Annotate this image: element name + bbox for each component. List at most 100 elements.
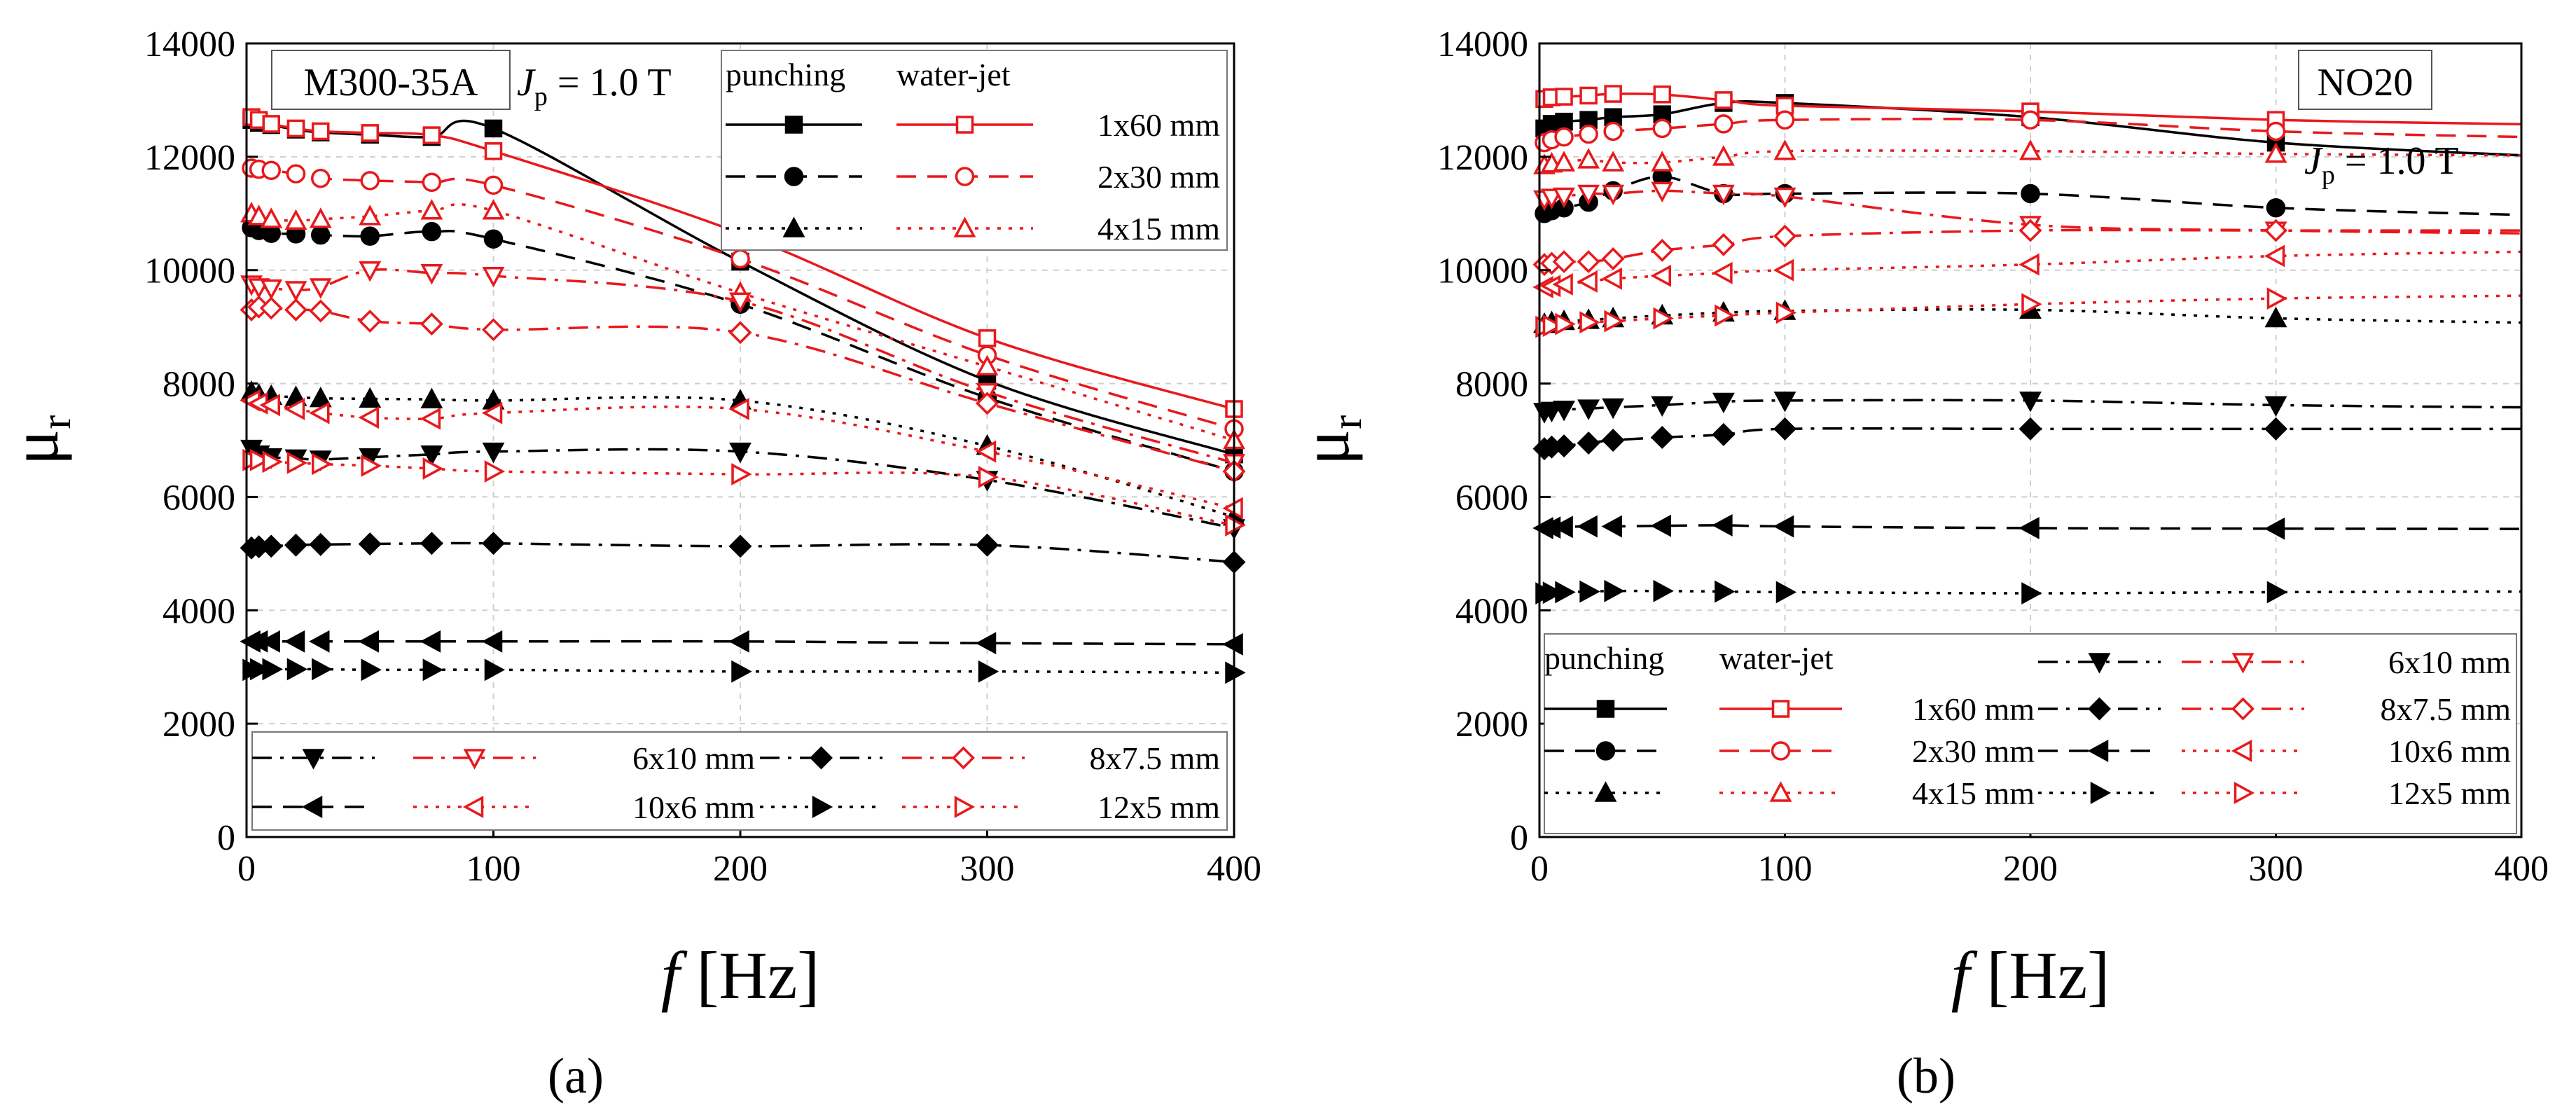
- data-point: [2264, 306, 2287, 328]
- y-tick-label: 6000: [1455, 478, 1528, 518]
- data-point: [309, 401, 330, 424]
- series-line: [251, 202, 1235, 442]
- jp-annotation: Jp = 1.0 T: [2304, 139, 2459, 190]
- legend-marker: [2088, 697, 2111, 721]
- data-point: [1542, 314, 1564, 337]
- data-point: [420, 199, 443, 220]
- data-point: [1577, 431, 1600, 455]
- data-point: [422, 126, 441, 144]
- data-point: [1651, 396, 1674, 417]
- data-point: [247, 205, 270, 226]
- y-axis-title: μr: [1288, 415, 1370, 465]
- legend-marker: [462, 796, 484, 818]
- legend-lower: 6x10 mm 8x7.5 mm 10x6 mm 12x5 mm: [251, 731, 1228, 831]
- data-point: [286, 658, 308, 681]
- legend-marker: [955, 116, 974, 134]
- series-line: [251, 640, 1235, 646]
- y-tick-label: 10000: [144, 251, 235, 291]
- legend-marker: [2231, 697, 2255, 721]
- data-point: [422, 172, 442, 193]
- data-point: [728, 534, 752, 558]
- data-point: [1653, 579, 1674, 602]
- legend-strip-label: 1x60 mm: [1912, 691, 2035, 727]
- legend-marker: [2090, 782, 2112, 804]
- y-tick-label: 4000: [1455, 591, 1528, 631]
- data-point: [309, 278, 332, 299]
- data-point: [284, 630, 305, 653]
- data-point: [358, 630, 379, 653]
- data-point: [361, 658, 382, 682]
- legend-punching-header: punching: [726, 57, 845, 92]
- data-point: [1653, 307, 1674, 330]
- data-point: [1773, 417, 1796, 441]
- data-point: [422, 221, 442, 242]
- data-point: [1601, 429, 1625, 452]
- legend-strip-label: 10x6 mm: [632, 789, 755, 825]
- data-point: [1712, 392, 1735, 414]
- data-point: [2018, 219, 2042, 242]
- legend-waterjet-header: water-jet: [1719, 640, 1834, 676]
- series-line: [251, 268, 1235, 464]
- legend-strip-label: 6x10 mm: [2388, 644, 2511, 680]
- data-point: [309, 532, 333, 556]
- data-point: [731, 660, 752, 683]
- series-line: [1544, 228, 2521, 266]
- data-point: [360, 226, 380, 246]
- data-point: [1603, 121, 1623, 141]
- data-point: [262, 115, 280, 133]
- y-tick-label: 2000: [1455, 705, 1528, 745]
- data-point: [1712, 261, 1733, 284]
- data-point: [1553, 401, 1575, 422]
- data-point: [2021, 582, 2042, 604]
- data-point: [1650, 425, 1674, 449]
- legend-strip-label: 8x7.5 mm: [2380, 691, 2511, 727]
- data-point: [259, 394, 280, 417]
- data-point: [481, 630, 503, 653]
- data-point: [2019, 139, 2042, 160]
- legend-marker: [810, 746, 833, 770]
- data-point: [312, 122, 330, 141]
- data-point: [1712, 422, 1736, 446]
- data-point: [729, 292, 752, 313]
- data-point: [1540, 188, 1563, 209]
- data-point: [262, 450, 283, 473]
- legend-strip-label: 2x30 mm: [1097, 159, 1220, 195]
- data-point: [975, 632, 997, 655]
- data-point: [420, 407, 441, 430]
- series-line: [251, 305, 1235, 473]
- jp-value: = 1.0 T: [548, 61, 672, 104]
- legend-strip-label: 12x5 mm: [1097, 789, 1220, 825]
- data-point: [1602, 184, 1625, 206]
- data-point: [422, 658, 444, 682]
- data-point: [728, 630, 749, 653]
- data-point: [286, 451, 308, 474]
- data-point: [2266, 581, 2288, 604]
- legend-marker: [1769, 781, 1792, 802]
- data-point: [1577, 184, 1600, 206]
- legend-box: [721, 50, 1228, 251]
- y-axis-symbol: μ: [1288, 429, 1363, 465]
- x-axis-unit: [Hz]: [1969, 938, 2110, 1013]
- series-line: [251, 167, 1235, 430]
- data-point: [420, 264, 443, 285]
- data-point: [976, 533, 999, 557]
- legend-marker: [302, 749, 325, 770]
- x-axis-title: f [Hz]: [1951, 938, 2110, 1013]
- legend-marker: [1596, 700, 1615, 718]
- legend-box: [251, 731, 1228, 831]
- y-axis-symbol: μ: [0, 429, 72, 465]
- data-point: [420, 532, 443, 555]
- y-tick-label: 10000: [1437, 251, 1528, 291]
- data-point: [309, 386, 332, 408]
- data-point: [2021, 110, 2040, 130]
- y-tick-label: 2000: [162, 705, 235, 745]
- data-point: [1577, 148, 1600, 169]
- data-point: [311, 168, 331, 188]
- data-point: [259, 630, 280, 653]
- data-point: [1712, 513, 1733, 537]
- legend-strip-label: 1x60 mm: [1097, 107, 1220, 143]
- x-tick-label: 100: [466, 849, 521, 889]
- data-point: [1714, 114, 1733, 134]
- legend-punching-header: punching: [1544, 640, 1664, 676]
- x-tick-label: 200: [713, 849, 768, 889]
